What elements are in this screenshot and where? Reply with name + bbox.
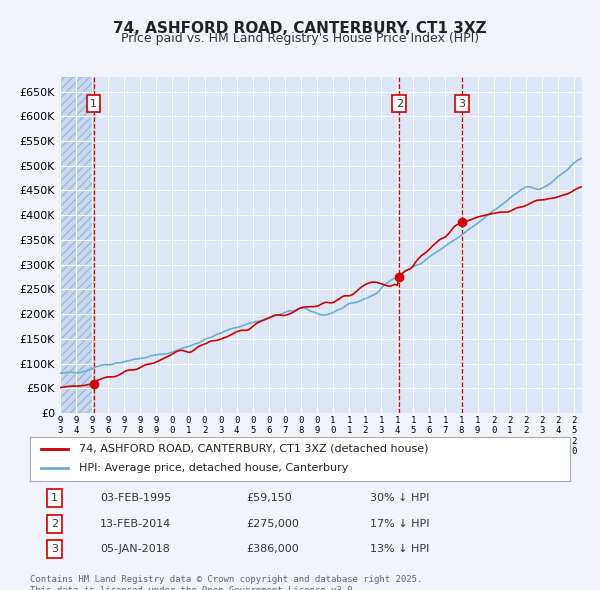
Text: 2: 2 [395,99,403,109]
Text: 1: 1 [51,493,58,503]
Text: 3: 3 [51,544,58,554]
Text: £386,000: £386,000 [246,544,299,554]
Text: HPI: Average price, detached house, Canterbury: HPI: Average price, detached house, Cant… [79,464,348,473]
Text: 74, ASHFORD ROAD, CANTERBURY, CT1 3XZ (detached house): 74, ASHFORD ROAD, CANTERBURY, CT1 3XZ (d… [79,444,428,454]
Text: 13-FEB-2014: 13-FEB-2014 [100,519,172,529]
Text: £275,000: £275,000 [246,519,299,529]
Text: Price paid vs. HM Land Registry's House Price Index (HPI): Price paid vs. HM Land Registry's House … [121,32,479,45]
Text: 74, ASHFORD ROAD, CANTERBURY, CT1 3XZ: 74, ASHFORD ROAD, CANTERBURY, CT1 3XZ [113,21,487,35]
Text: Contains HM Land Registry data © Crown copyright and database right 2025.
This d: Contains HM Land Registry data © Crown c… [30,575,422,590]
Text: 2: 2 [51,519,58,529]
Text: 3: 3 [458,99,466,109]
Text: 13% ↓ HPI: 13% ↓ HPI [370,544,430,554]
Text: 30% ↓ HPI: 30% ↓ HPI [370,493,430,503]
Text: 03-FEB-1995: 03-FEB-1995 [100,493,172,503]
Text: 1: 1 [90,99,97,109]
Text: £59,150: £59,150 [246,493,292,503]
Text: 05-JAN-2018: 05-JAN-2018 [100,544,170,554]
Text: 17% ↓ HPI: 17% ↓ HPI [370,519,430,529]
